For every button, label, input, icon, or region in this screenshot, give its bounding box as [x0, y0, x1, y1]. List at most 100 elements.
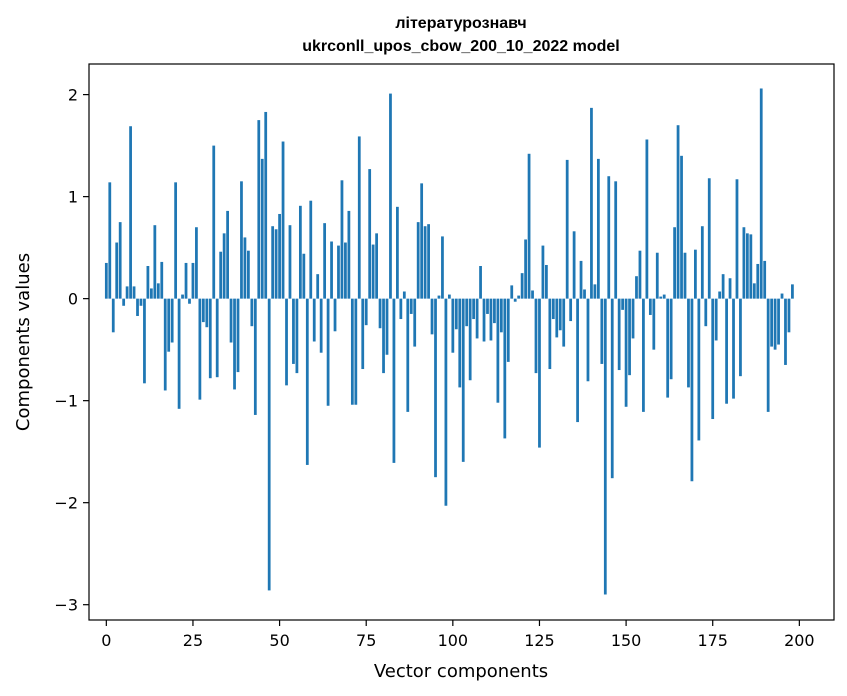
bar-component-75: [364, 298, 368, 326]
bar-component-147: [614, 181, 618, 299]
bar-component-94: [430, 298, 434, 335]
y-tick-label: 1: [68, 188, 78, 207]
x-tick-label: 175: [697, 631, 728, 650]
bar-component-71: [350, 298, 354, 405]
bar-component-185: [745, 233, 749, 299]
bar-component-83: [392, 298, 396, 463]
bar-component-4: [118, 222, 122, 299]
bar-component-35: [226, 210, 229, 299]
bar-component-190: [763, 260, 767, 299]
bar-component-73: [357, 136, 361, 299]
bar-component-194: [777, 298, 780, 345]
bar-component-36: [229, 298, 233, 343]
bar-component-7: [129, 126, 132, 299]
bar-component-10: [139, 298, 143, 306]
bar-component-33: [219, 251, 223, 299]
bar-component-105: [468, 298, 472, 381]
bar-component-174: [707, 178, 711, 299]
bar-component-167: [683, 252, 687, 299]
bar-component-6: [125, 286, 129, 299]
bar-component-19: [170, 298, 174, 343]
bar-component-182: [735, 179, 739, 299]
bar-component-176: [714, 298, 718, 341]
bar-component-191: [766, 298, 770, 412]
bar-component-115: [503, 298, 507, 439]
bar-component-22: [181, 294, 184, 299]
x-tick-label: 50: [269, 631, 289, 650]
bar-component-113: [496, 298, 500, 403]
bar-component-9: [136, 298, 139, 316]
bar-component-8: [132, 286, 136, 299]
bar-component-2: [111, 298, 115, 333]
bar-component-100: [451, 298, 455, 353]
bar-component-177: [718, 291, 722, 299]
bar-component-30: [208, 298, 212, 379]
bar-component-168: [687, 298, 690, 388]
bar-component-15: [156, 283, 160, 299]
bar-component-198: [791, 284, 794, 299]
bar-component-109: [482, 298, 486, 342]
bar-component-1: [108, 182, 112, 299]
bar-component-161: [662, 294, 666, 299]
chart-title-line-2: ukrconll_upos_cbow_200_10_2022 model: [302, 38, 619, 55]
bar-component-183: [739, 298, 742, 377]
x-axis-label: Vector components: [374, 661, 548, 682]
bar-component-88: [409, 298, 413, 314]
bar-component-29: [205, 298, 209, 328]
bar-component-180: [728, 278, 732, 299]
bar-component-47: [267, 298, 271, 591]
bar-component-132: [562, 298, 566, 347]
bar-component-97: [441, 236, 444, 299]
bar-component-108: [479, 266, 482, 299]
bar-component-57: [302, 253, 306, 299]
bar-component-143: [600, 298, 604, 364]
bar-component-82: [389, 93, 392, 299]
bar-component-103: [461, 298, 465, 462]
bar-component-56: [298, 205, 302, 299]
bar-component-197: [787, 298, 791, 333]
bar-component-77: [371, 244, 375, 299]
bar-component-152: [631, 298, 635, 339]
bar-component-159: [655, 252, 659, 299]
bar-component-86: [402, 291, 406, 299]
y-tick-label: 2: [68, 86, 78, 105]
bar-component-171: [697, 298, 701, 441]
bar-component-149: [621, 298, 625, 310]
bar-component-118: [513, 298, 517, 302]
bar-component-134: [569, 298, 573, 322]
bar-component-179: [725, 298, 728, 404]
bar-component-139: [586, 298, 590, 382]
bar-component-181: [732, 298, 735, 399]
bar-component-93: [427, 224, 430, 299]
bar-component-186: [749, 234, 753, 299]
bar-component-102: [458, 298, 462, 388]
bar-component-122: [527, 153, 531, 299]
bar-component-84: [396, 206, 399, 299]
x-tick-label: 150: [611, 631, 642, 650]
bar-component-46: [264, 111, 268, 299]
y-axis-ticks: −3 −2 −1 0 1 2: [54, 86, 89, 615]
bar-component-112: [493, 298, 496, 324]
bar-component-58: [305, 298, 309, 465]
y-tick-label: −1: [54, 392, 78, 411]
x-tick-label: 200: [784, 631, 815, 650]
bar-component-150: [624, 298, 628, 407]
bar-component-128: [548, 298, 552, 370]
bar-component-14: [153, 225, 157, 299]
bar-component-135: [572, 231, 576, 299]
bar-component-18: [167, 298, 171, 352]
bar-component-70: [347, 210, 351, 299]
bar-component-61: [316, 274, 320, 299]
bar-component-196: [784, 298, 787, 365]
bar-component-188: [756, 263, 760, 299]
y-tick-label: 0: [68, 290, 78, 309]
bar-component-119: [517, 295, 521, 299]
bar-component-193: [773, 298, 777, 350]
bar-component-31: [212, 145, 216, 299]
chart-title-line-1: літературознавч: [395, 15, 526, 32]
bar-component-21: [177, 298, 181, 409]
bar-component-0: [104, 262, 108, 299]
bar-component-12: [146, 266, 150, 299]
bar-component-48: [271, 226, 275, 299]
x-tick-label: 25: [183, 631, 203, 650]
